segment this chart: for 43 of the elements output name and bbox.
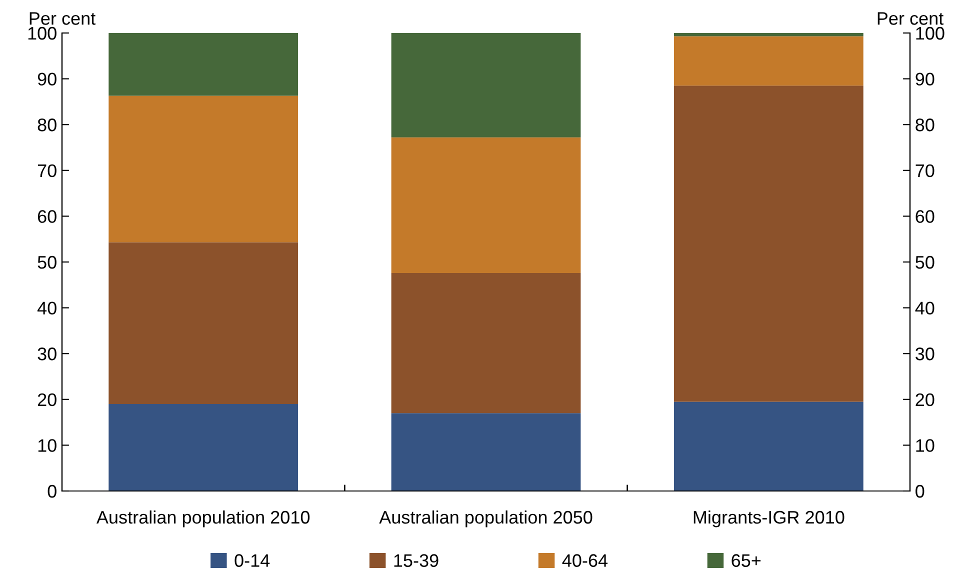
y2-tick-label: 100	[916, 26, 944, 40]
bar	[108, 242, 298, 404]
bar	[391, 413, 581, 491]
y2-tick-label: 50	[916, 256, 934, 269]
bar	[108, 96, 298, 242]
y-tick-label: 30	[38, 348, 56, 360]
y-tick-label: 20	[38, 393, 56, 406]
bar	[108, 404, 298, 491]
legend-label: 65+	[732, 554, 761, 567]
y2-tick-label: 20	[916, 393, 934, 406]
y2-tick-label: 10	[916, 439, 934, 452]
y-tick-label: 80	[38, 118, 56, 132]
bar	[391, 272, 581, 414]
y2-tick-label: 60	[916, 210, 934, 223]
legend-label: 0-14	[234, 554, 270, 567]
y-axis-title: Per cent	[30, 12, 96, 25]
x-tick-label: Australian population 2050	[379, 510, 592, 528]
y2-tick-label: 40	[915, 302, 934, 315]
bar	[674, 33, 864, 36]
y2-tick-label: 0	[916, 484, 924, 498]
x-tick-label: Australian population 2010	[96, 510, 310, 528]
y-tick-label: 100	[28, 26, 56, 40]
y2-axis-title: Per cent	[878, 12, 944, 25]
bar	[674, 36, 864, 86]
y2-tick-label: 90	[916, 72, 934, 86]
bar	[391, 33, 581, 138]
y-tick-label: 40	[37, 302, 56, 315]
y-tick-label: 0	[48, 484, 56, 498]
x-tick-label: Migrants-IGR 2010	[694, 510, 844, 528]
y-tick-label: 70	[38, 164, 56, 178]
bar	[391, 137, 581, 273]
bar	[674, 86, 864, 402]
y-tick-label: 90	[38, 72, 56, 86]
bar	[108, 33, 298, 96]
y-tick-label: 50	[38, 256, 56, 269]
y-tick-label: 60	[38, 210, 56, 223]
legend-label: 40-64	[562, 554, 608, 567]
y2-tick-label: 70	[916, 164, 934, 178]
legend-label: 15-39	[394, 554, 438, 567]
y-tick-label: 10	[38, 439, 56, 452]
y2-tick-label: 30	[916, 348, 934, 360]
y2-tick-label: 80	[916, 118, 934, 132]
bar	[674, 402, 864, 491]
